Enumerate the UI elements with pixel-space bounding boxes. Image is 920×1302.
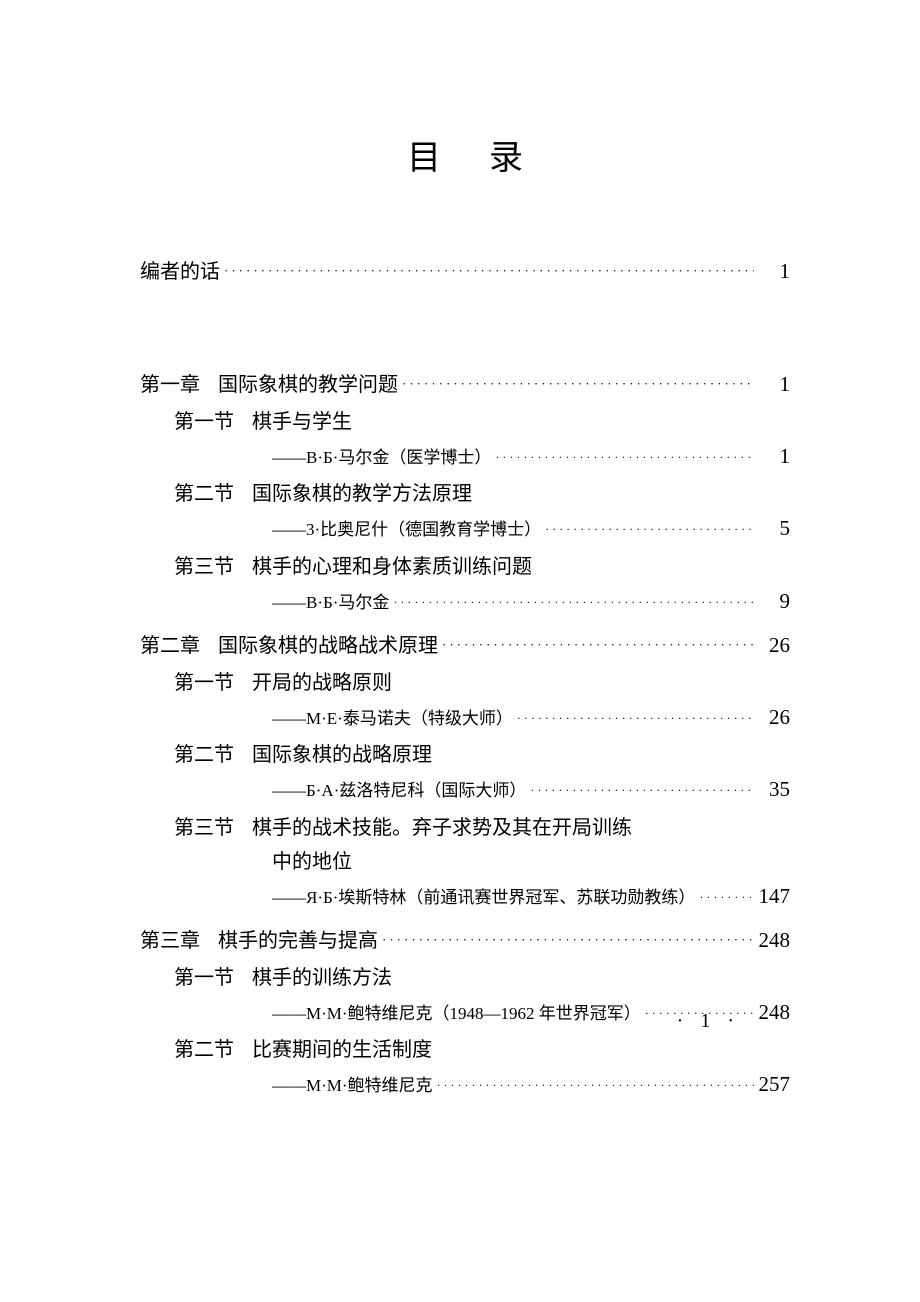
section-author-line: ——M·M·鲍特维尼克 ····························… xyxy=(272,1068,790,1101)
preface-label: 编者的话 xyxy=(140,258,220,286)
section-1-3: 第三节 棋手的心理和身体素质训练问题 ——B·Б·马尔金 ···········… xyxy=(174,553,790,618)
section-page: 9 xyxy=(754,585,790,618)
section-2-1: 第一节 开局的战略原则 ——M·E·泰马诺夫（特级大师） ···········… xyxy=(174,669,790,734)
section-label: 第一节 xyxy=(174,669,234,697)
section-author-line: ——Я·Б·埃斯特林（前通讯赛世界冠军、苏联功勋教练） ············… xyxy=(272,880,790,913)
chapter-page: 1 xyxy=(754,370,790,399)
section-page: 248 xyxy=(754,996,790,1029)
section-page: 5 xyxy=(754,512,790,545)
section-page: 257 xyxy=(754,1068,790,1101)
toc-preface: 编者的话 ···································… xyxy=(140,257,790,286)
section-1-1: 第一节 棋手与学生 ——B·Б·马尔金（医学博士） ··············… xyxy=(174,408,790,473)
section-title: 开局的战略原则 xyxy=(252,669,392,697)
section-author-line: ——3·比奥尼什（德国教育学博士） ······················… xyxy=(272,512,790,545)
section-author: ——B·Б·马尔金（医学博士） xyxy=(272,445,491,471)
chapter-label: 第三章 xyxy=(140,927,200,955)
leader-dots: ········································… xyxy=(389,593,754,612)
section-author: ——3·比奥尼什（德国教育学博士） xyxy=(272,517,541,543)
section-author: ——Я·Б·埃斯特林（前通讯赛世界冠军、苏联功勋教练） xyxy=(272,885,695,911)
section-page: 26 xyxy=(754,701,790,734)
section-title: 国际象棋的战略原理 xyxy=(252,741,432,769)
leader-dots: ········································… xyxy=(513,709,754,728)
section-2-2: 第二节 国际象棋的战略原理 ——Б·A·兹洛特尼科（国际大师） ········… xyxy=(174,741,790,806)
leader-dots: ········································… xyxy=(378,931,754,949)
leader-dots: ········································… xyxy=(526,781,754,800)
section-label: 第三节 xyxy=(174,814,234,842)
leader-dots: ········································… xyxy=(541,520,754,539)
section-label: 第一节 xyxy=(174,964,234,992)
leader-dots: ········································… xyxy=(433,1076,754,1095)
section-label: 第三节 xyxy=(174,553,234,581)
section-author: ——M·M·鲍特维尼克（1948—1962 年世界冠军） xyxy=(272,1001,641,1027)
chapter-title: 国际象棋的教学问题 xyxy=(218,371,398,399)
toc-page: 目录 编者的话 ································… xyxy=(0,0,920,1101)
chapter-label: 第二章 xyxy=(140,632,200,660)
section-author-line: ——B·Б·马尔金（医学博士） ························… xyxy=(272,440,790,473)
section-author-line: ——B·Б·马尔金 ······························… xyxy=(272,585,790,618)
section-header: 第一节 棋手的训练方法 xyxy=(174,964,790,992)
section-title-continuation: 中的地位 xyxy=(272,848,790,876)
section-title: 棋手与学生 xyxy=(252,408,352,436)
section-author-line: ——Б·A·兹洛特尼科（国际大师） ······················… xyxy=(272,773,790,806)
section-author: ——B·Б·马尔金 xyxy=(272,590,389,616)
section-page: 1 xyxy=(754,440,790,473)
section-1-2: 第二节 国际象棋的教学方法原理 ——3·比奥尼什（德国教育学博士） ······… xyxy=(174,480,790,545)
section-author-line: ——M·E·泰马诺夫（特级大师） ·······················… xyxy=(272,701,790,734)
leader-dots: ········································… xyxy=(438,636,754,654)
section-2-3: 第三节 棋手的战术技能。弃子求势及其在开局训练 中的地位 ——Я·Б·埃斯特林（… xyxy=(174,814,790,913)
section-title: 比赛期间的生活制度 xyxy=(252,1036,432,1064)
chapter-label: 第一章 xyxy=(140,371,200,399)
section-title: 国际象棋的教学方法原理 xyxy=(252,480,472,508)
section-header: 第一节 棋手与学生 xyxy=(174,408,790,436)
section-title: 棋手的训练方法 xyxy=(252,964,392,992)
section-header: 第三节 棋手的心理和身体素质训练问题 xyxy=(174,553,790,581)
section-label: 第二节 xyxy=(174,1036,234,1064)
page-title: 目录 xyxy=(140,130,790,179)
chapter-title: 棋手的完善与提高 xyxy=(218,927,378,955)
section-label: 第一节 xyxy=(174,408,234,436)
section-title: 棋手的心理和身体素质训练问题 xyxy=(252,553,532,581)
footer-page-number: · 1 · xyxy=(677,1010,740,1033)
section-author: ——M·E·泰马诺夫（特级大师） xyxy=(272,706,513,732)
section-header: 第二节 国际象棋的战略原理 xyxy=(174,741,790,769)
chapter-page: 26 xyxy=(754,631,790,660)
section-author: ——Б·A·兹洛特尼科（国际大师） xyxy=(272,778,526,804)
leader-dots: ········································… xyxy=(491,448,754,467)
section-page: 147 xyxy=(754,880,790,913)
section-title: 棋手的战术技能。弃子求势及其在开局训练 xyxy=(252,814,632,842)
section-header: 第二节 比赛期间的生活制度 xyxy=(174,1036,790,1064)
section-header: 第二节 国际象棋的教学方法原理 xyxy=(174,480,790,508)
chapter-3: 第三章 棋手的完善与提高 ···························… xyxy=(140,926,790,955)
chapter-2: 第二章 国际象棋的战略战术原理 ························… xyxy=(140,631,790,660)
section-header: 第三节 棋手的战术技能。弃子求势及其在开局训练 xyxy=(174,814,790,842)
chapter-title: 国际象棋的战略战术原理 xyxy=(218,632,438,660)
section-3-2: 第二节 比赛期间的生活制度 ——M·M·鲍特维尼克 ··············… xyxy=(174,1036,790,1101)
chapter-page: 248 xyxy=(754,926,790,955)
preface-page: 1 xyxy=(754,257,790,286)
section-label: 第二节 xyxy=(174,480,234,508)
leader-dots: ········································… xyxy=(398,375,754,393)
section-page: 35 xyxy=(754,773,790,806)
section-header: 第一节 开局的战略原则 xyxy=(174,669,790,697)
section-label: 第二节 xyxy=(174,741,234,769)
leader-dots: ········································… xyxy=(695,888,754,907)
section-author: ——M·M·鲍特维尼克 xyxy=(272,1073,433,1099)
leader-dots: ········································… xyxy=(220,262,754,280)
chapter-1: 第一章 国际象棋的教学问题 ··························… xyxy=(140,370,790,399)
